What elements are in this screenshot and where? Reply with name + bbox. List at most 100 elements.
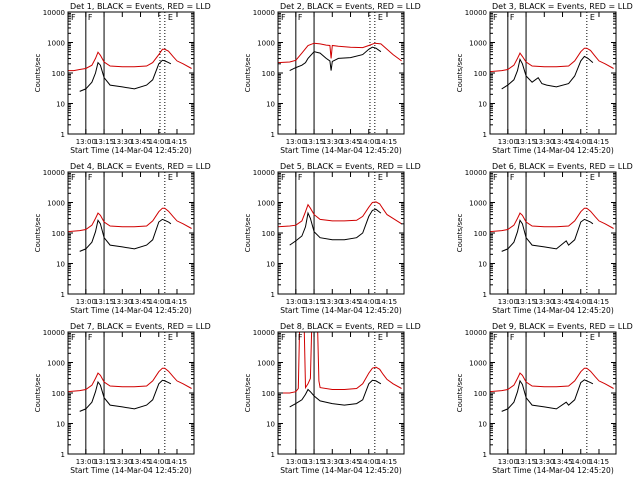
- x-tick-label: 13:15: [94, 138, 114, 146]
- y-tick-label: 10: [56, 421, 65, 429]
- series-group: [68, 207, 192, 252]
- x-tick-label: 14:00: [571, 298, 591, 306]
- y-tick-label: 1000: [47, 200, 65, 208]
- x-tick-label: 13:00: [286, 298, 306, 306]
- panel-title: Det 9, BLACK = Events, RED = LLD: [492, 322, 633, 331]
- y-tick-label: 10000: [465, 329, 487, 337]
- detector-panel: Det 9, BLACK = Events, RED = LLD F F E 1 10 10…: [456, 322, 633, 475]
- x-tick-label: 14:00: [149, 298, 169, 306]
- series-group: [490, 47, 614, 90]
- y-axis-label: Counts/sec: [456, 54, 464, 93]
- marker-label: E: [590, 173, 595, 182]
- y-axis-label: Counts/sec: [34, 374, 42, 413]
- detector-panel: Det 8, BLACK = Events, RED = LLD F F E 1 10 10…: [244, 322, 421, 475]
- y-tick-label: 100: [262, 70, 275, 78]
- x-tick-label: 13:15: [94, 458, 114, 466]
- lld-series-line: [68, 207, 192, 233]
- marker-label: F: [281, 333, 286, 342]
- x-tick-label: 13:45: [552, 298, 572, 306]
- x-tick-label: 13:30: [322, 298, 342, 306]
- series-group: [68, 367, 192, 412]
- y-tick-label: 1000: [469, 200, 487, 208]
- y-tick-label: 10: [266, 101, 275, 109]
- marker-label: F: [510, 173, 515, 182]
- y-tick-label: 1000: [469, 360, 487, 368]
- x-tick-label: 13:45: [340, 298, 360, 306]
- x-tick-label: 13:00: [286, 458, 306, 466]
- y-tick-label: 10000: [43, 9, 65, 17]
- y-tick-label: 1000: [257, 360, 275, 368]
- x-tick-label: 14:15: [167, 298, 187, 306]
- x-tick-label: 14:15: [377, 138, 397, 146]
- series-group: [68, 48, 192, 92]
- x-tick-label: 13:30: [112, 458, 132, 466]
- x-tick-label: 13:00: [76, 298, 96, 306]
- panel-title: Det 4, BLACK = Events, RED = LLD: [70, 162, 211, 171]
- plot-frame: [489, 331, 617, 455]
- x-tick-label: 13:00: [286, 138, 306, 146]
- events-series-line: [79, 59, 172, 92]
- marker-label: F: [88, 173, 93, 182]
- x-tick-label: 13:30: [322, 458, 342, 466]
- plot-frame: [277, 171, 405, 295]
- events-series-line: [501, 379, 594, 412]
- x-tick-label: 13:45: [340, 138, 360, 146]
- marker-label: F: [298, 333, 303, 342]
- y-tick-label: 10: [56, 101, 65, 109]
- marker-label: F: [298, 13, 303, 22]
- y-tick-label: 1000: [469, 40, 487, 48]
- x-tick-label: 13:00: [76, 138, 96, 146]
- x-tick-label: 13:45: [552, 458, 572, 466]
- y-axis-label: Counts/sec: [244, 374, 252, 413]
- y-tick-label: 10000: [43, 169, 65, 177]
- y-tick-label: 100: [262, 230, 275, 238]
- marker-label: F: [510, 333, 515, 342]
- x-tick-label: 13:15: [304, 458, 324, 466]
- y-tick-label: 1: [271, 451, 275, 459]
- events-series-line: [289, 208, 382, 246]
- y-tick-label: 100: [52, 70, 65, 78]
- x-tick-label: 13:15: [304, 298, 324, 306]
- x-tick-label: 14:15: [589, 138, 609, 146]
- marker-label: E: [378, 13, 383, 22]
- panel-title: Det 6, BLACK = Events, RED = LLD: [492, 162, 633, 171]
- panel-title: Det 3, BLACK = Events, RED = LLD: [492, 2, 633, 11]
- y-tick-label: 1000: [257, 40, 275, 48]
- y-tick-label: 1000: [47, 360, 65, 368]
- events-series-line: [79, 379, 172, 412]
- y-tick-label: 10000: [253, 9, 275, 17]
- lld-series-line: [490, 367, 614, 393]
- marker-label: F: [88, 333, 93, 342]
- marker-lines: [295, 172, 376, 294]
- y-tick-label: 1000: [257, 200, 275, 208]
- y-tick-label: 100: [474, 230, 487, 238]
- marker-label: E: [168, 333, 173, 342]
- y-tick-label: 10: [266, 421, 275, 429]
- series-group: [278, 42, 402, 72]
- plot-frame: [67, 11, 195, 135]
- detector-panel: Det 4, BLACK = Events, RED = LLD F F E 1 10 10…: [34, 162, 211, 315]
- marker-label: F: [493, 13, 498, 22]
- x-tick-label: 13:45: [130, 138, 150, 146]
- x-tick-label: 14:15: [589, 458, 609, 466]
- x-axis-label: Start Time (14-Mar-04 12:45:20): [70, 306, 192, 315]
- lld-series-line: [278, 42, 402, 64]
- x-tick-label: 13:15: [304, 138, 324, 146]
- x-tick-label: 13:00: [498, 458, 518, 466]
- lld-series-line: [490, 207, 614, 233]
- marker-label: E: [590, 13, 595, 22]
- lld-series-line: [68, 48, 192, 72]
- x-axis-label: Start Time (14-Mar-04 12:45:20): [280, 146, 402, 155]
- series-group: [490, 367, 614, 412]
- x-tick-label: 13:45: [340, 458, 360, 466]
- detector-panel: Det 5, BLACK = Events, RED = LLD F F E 1 10 10…: [244, 162, 421, 315]
- plot-frame: [277, 11, 405, 135]
- x-tick-label: 14:00: [359, 458, 379, 466]
- x-tick-label: 13:15: [94, 298, 114, 306]
- marker-label: F: [71, 13, 76, 22]
- panel-title: Det 8, BLACK = Events, RED = LLD: [280, 322, 421, 331]
- marker-label: F: [493, 333, 498, 342]
- marker-label: E: [168, 173, 173, 182]
- detector-panel: Det 1, BLACK = Events, RED = LLD F F E 1 10 10…: [34, 2, 211, 155]
